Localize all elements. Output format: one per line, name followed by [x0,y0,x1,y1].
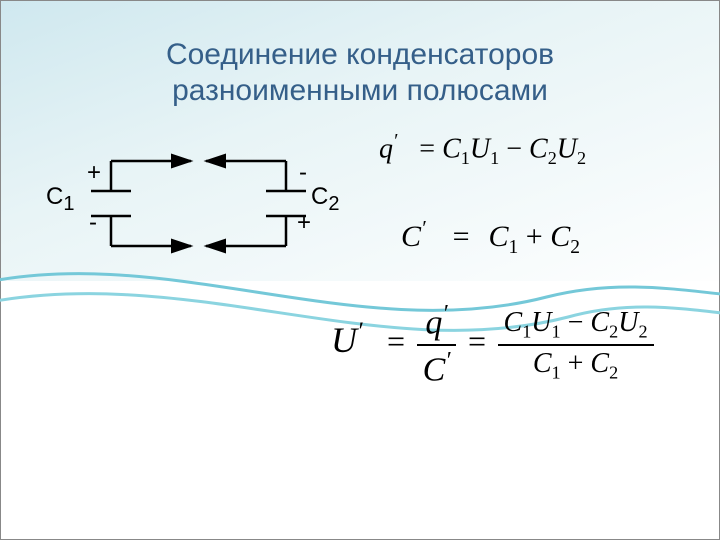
eq3-u: U [331,320,357,360]
title-line-2: разноименными полюсами [172,74,548,107]
c2-label: С2 [311,183,339,216]
eq3-n-c1: C [504,307,523,338]
circuit-svg [41,131,341,281]
title-line-1: Соединение конденсаторов [166,38,554,71]
eq2-c1: C [489,220,509,253]
eq2-c2: C [550,220,570,253]
eq3-d-c1-sub: 1 [552,363,561,383]
equation-capacitance: C′ = C1 + C2 [401,216,580,259]
eq3-n-c2-sub: 2 [609,321,618,341]
equation-voltage: U′ = q′ C′ = C1U1 − C2U2 C1 + C2 [331,301,658,390]
eq1-u2: U [557,133,577,164]
c1-label-letter: С [46,183,63,210]
eq3-frac-1: q′ C′ [417,301,457,390]
eq3-d-c2: C [590,348,609,379]
c1-label: С1 [46,183,74,216]
eq2-equals: = [453,220,470,253]
c2-minus-icon: - [299,159,307,187]
eq3-d-c1: C [533,348,552,379]
eq2-plus: + [526,220,543,253]
slide: Соединение конденсаторов разноименными п… [0,0,720,540]
eq1-c1-sub: 1 [461,148,470,168]
circuit-diagram: С1 С2 + - - + [41,131,341,281]
eq2-prime: ′ [421,216,426,240]
eq1-u2-sub: 2 [577,148,586,168]
eq1-equals: = [419,133,435,164]
eq3-den1-prime: ′ [445,348,450,374]
eq3-n-c1-sub: 1 [522,321,531,341]
eq3-den1-c: C [423,352,446,389]
eq1-c1: C [442,133,461,164]
eq3-n-c2: C [590,307,609,338]
c1-plus-icon: + [87,159,101,187]
eq2-c: C [401,220,421,253]
slide-title: Соединение конденсаторов разноименными п… [1,37,719,109]
eq3-d-plus: + [568,348,584,379]
eq3-frac-2: C1U1 − C2U2 C1 + C2 [498,307,654,384]
eq1-c2-sub: 2 [548,148,557,168]
eq1-minus: − [506,133,522,164]
eq3-equals-1: = [387,323,405,359]
c2-label-sub: 2 [328,193,339,215]
eq3-n-u2-sub: 2 [638,321,647,341]
eq1-c2: C [529,133,548,164]
eq3-n-u2: U [618,307,638,338]
eq3-equals-2: = [468,323,486,359]
eq3-prime: ′ [357,318,363,345]
c1-label-sub: 1 [63,193,74,215]
c2-label-letter: С [311,183,328,210]
eq1-u1-sub: 1 [490,148,499,168]
eq3-n-minus: − [568,307,584,338]
eq3-d-c2-sub: 2 [609,363,618,383]
eq3-n-u1-sub: 1 [552,321,561,341]
c2-plus-icon: + [297,209,311,237]
eq3-num1-q: q [425,304,442,341]
eq1-q: q [379,133,393,164]
eq1-prime: ′ [393,131,397,152]
c1-minus-icon: - [89,209,97,237]
eq2-c2-sub: 2 [570,237,580,258]
eq2-c1-sub: 1 [509,237,519,258]
eq3-n-u1: U [531,307,551,338]
eq1-u1: U [470,133,490,164]
eq3-num1-prime: ′ [442,301,447,327]
equation-charge: q′ = C1U1 − C2U2 [379,131,586,169]
